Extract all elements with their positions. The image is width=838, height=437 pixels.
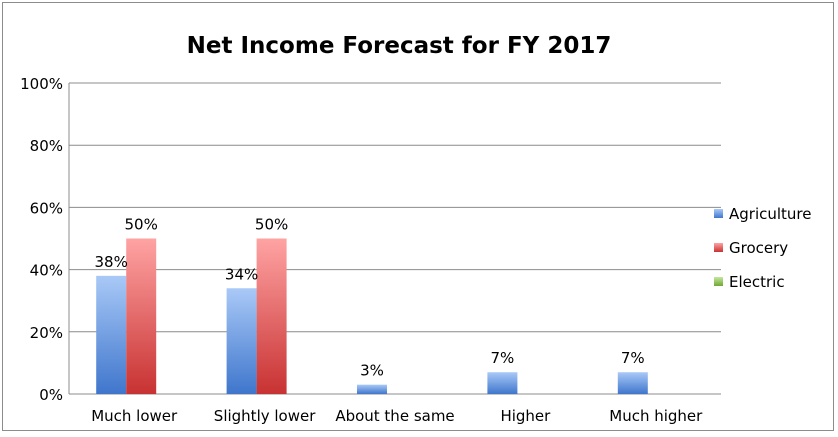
y-tick-label: 100% <box>20 75 63 93</box>
data-label: 38% <box>95 253 128 271</box>
y-tick-label: 80% <box>30 137 63 155</box>
data-labels: 38% 50% 34% 50% 3% 7% 7% <box>95 216 645 380</box>
y-axis-ticks: 0% 20% 40% 60% 80% 100% <box>20 75 63 404</box>
y-tick-label: 20% <box>30 324 63 342</box>
y-tick-label: 0% <box>39 386 63 404</box>
data-label: 50% <box>255 216 288 234</box>
legend-swatch <box>714 243 723 252</box>
x-tick-label: Much higher <box>609 407 703 425</box>
bar-agriculture <box>357 384 387 394</box>
bar-agriculture <box>226 288 257 394</box>
data-label: 50% <box>125 216 158 234</box>
legend-label: Electric <box>729 273 785 291</box>
legend-label: Agriculture <box>729 205 812 223</box>
gridlines <box>68 82 721 395</box>
x-tick-label: About the same <box>335 407 454 425</box>
bar-grocery <box>126 238 157 394</box>
bar-agriculture <box>617 372 648 394</box>
x-axis-ticks: Much lower Slightly lower About the same Hi… <box>91 407 703 425</box>
data-label: 34% <box>225 265 258 283</box>
legend-swatch <box>714 277 723 286</box>
y-tick-label: 60% <box>30 199 63 217</box>
chart-title: Net Income Forecast for FY 2017 <box>187 33 612 59</box>
data-label: 3% <box>360 362 384 380</box>
x-tick-label: Much lower <box>91 407 178 425</box>
legend-label: Grocery <box>729 239 788 257</box>
bar-agriculture <box>487 372 518 394</box>
y-tick-label: 40% <box>30 262 63 280</box>
bar-chart: Net Income Forecast for FY 2017 0% 20% 40%… <box>20 33 812 425</box>
bar-grocery <box>256 238 287 394</box>
data-label: 7% <box>621 349 645 367</box>
chart-frame: Net Income Forecast for FY 2017 0% 20% 40%… <box>2 2 834 431</box>
legend-swatch <box>714 209 723 218</box>
legend: Agriculture Grocery Electric <box>714 205 812 291</box>
x-tick-label: Slightly lower <box>214 407 316 425</box>
bar-agriculture <box>96 275 127 394</box>
data-label: 7% <box>491 349 515 367</box>
bars <box>96 238 648 394</box>
x-tick-label: Higher <box>500 407 551 425</box>
